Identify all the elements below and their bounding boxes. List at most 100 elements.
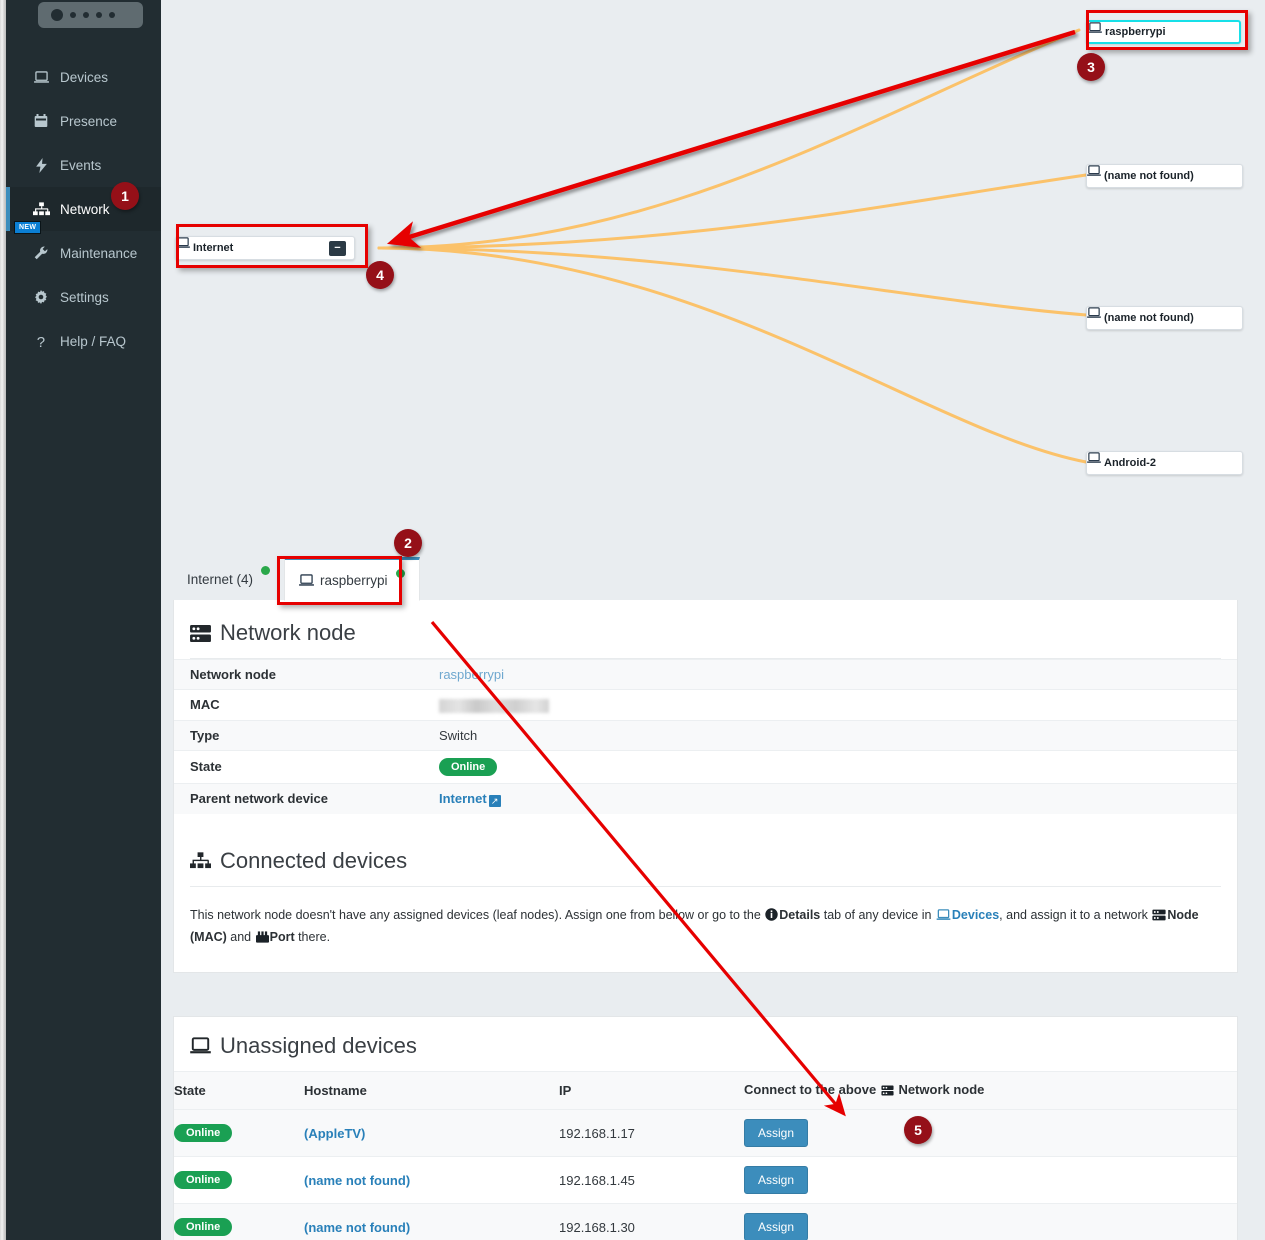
mac-redacted-value bbox=[439, 698, 549, 713]
sitemap-icon bbox=[190, 852, 211, 869]
cell-action: Assign bbox=[744, 1204, 1237, 1240]
row-key: Network node bbox=[190, 667, 276, 682]
cell-state: Online bbox=[174, 1157, 304, 1204]
sidebar-item-label: Network bbox=[60, 201, 110, 217]
row-value: Online bbox=[439, 750, 1237, 783]
main-content: Internet − raspberrypi (name not found) bbox=[161, 0, 1265, 1240]
sidebar-item-events[interactable]: Events bbox=[6, 143, 161, 187]
assign-button[interactable]: Assign bbox=[744, 1166, 809, 1194]
laptop-icon bbox=[936, 907, 951, 928]
hostname-link[interactable]: (AppleTV) bbox=[304, 1125, 366, 1141]
sitemap-icon bbox=[30, 202, 52, 216]
table-row: Online (name not found) 192.168.1.30 Ass… bbox=[174, 1203, 1237, 1240]
server-icon bbox=[190, 624, 211, 643]
cell-action: Assign bbox=[744, 1110, 1237, 1157]
server-icon bbox=[1152, 907, 1166, 928]
question-icon: ? bbox=[30, 334, 52, 349]
message-part: , and assign it to a network bbox=[999, 907, 1152, 922]
tab-internet[interactable]: Internet (4) bbox=[173, 557, 284, 601]
tab-raspberrypi[interactable]: raspberrypi bbox=[284, 557, 420, 601]
hostname-link[interactable]: (name not found) bbox=[304, 1219, 411, 1235]
cell-ip: 192.168.1.17 bbox=[559, 1125, 635, 1141]
cell-hostname: (name not found) bbox=[304, 1204, 559, 1240]
devices-link[interactable]: Devices bbox=[951, 907, 1000, 922]
status-badge: Online bbox=[439, 757, 498, 776]
status-badge: Online bbox=[174, 1218, 233, 1236]
table-row: Network node raspberrypi bbox=[174, 659, 1237, 690]
column-header-connect: Connect to the above Network node bbox=[744, 1071, 1237, 1110]
row-key: Type bbox=[190, 727, 220, 743]
sidebar-item-label: Maintenance bbox=[60, 245, 138, 261]
sidebar-nav: Devices Presence Events Network bbox=[6, 55, 161, 363]
message-part: tab of any device in bbox=[820, 907, 935, 922]
sidebar-item-settings[interactable]: Settings bbox=[6, 275, 161, 319]
graph-node-unnamed-1[interactable]: (name not found) bbox=[1086, 164, 1243, 188]
svg-text:?: ? bbox=[37, 334, 45, 349]
message-part: Node (MAC) bbox=[190, 907, 1199, 945]
status-dot-online bbox=[261, 566, 271, 575]
assign-button[interactable]: Assign bbox=[744, 1119, 809, 1147]
section-title-label: Network node bbox=[220, 620, 356, 645]
graph-node-android-2[interactable]: Android-2 bbox=[1086, 451, 1243, 475]
section-title-label: Connected devices bbox=[220, 847, 408, 873]
cell-hostname: (name not found) bbox=[304, 1157, 559, 1204]
graph-node-internet[interactable]: Internet − bbox=[175, 236, 355, 260]
calendar-icon bbox=[30, 114, 52, 128]
logo-dot bbox=[83, 12, 89, 18]
logo-dot bbox=[70, 12, 76, 18]
node-detail-panel: Network node Network node raspberrypi MA… bbox=[173, 600, 1238, 973]
status-badge: Online bbox=[174, 1171, 233, 1189]
sidebar-item-label: Settings bbox=[60, 289, 109, 305]
node-name-link[interactable]: raspberrypi bbox=[439, 667, 505, 682]
info-icon bbox=[765, 907, 778, 928]
unassigned-devices-heading: Unassigned devices bbox=[174, 1017, 1237, 1071]
new-badge: NEW bbox=[14, 221, 42, 234]
network-graph[interactable]: Internet − raspberrypi (name not found) bbox=[161, 0, 1248, 520]
cell-ip: 192.168.1.30 bbox=[559, 1219, 635, 1235]
tab-label: Internet (4) bbox=[187, 571, 254, 587]
row-key: State bbox=[190, 759, 222, 775]
table-body: Online (AppleTV) 192.168.1.17 Assign Onl… bbox=[174, 1109, 1237, 1240]
collapse-button[interactable]: − bbox=[329, 240, 346, 256]
table-row: State Online bbox=[174, 750, 1237, 783]
column-header-suffix: Network node bbox=[898, 1082, 985, 1097]
status-dot-online bbox=[395, 569, 405, 578]
column-header-state: State bbox=[174, 1071, 304, 1110]
row-value: Switch bbox=[439, 727, 478, 743]
logo-dot bbox=[51, 9, 63, 21]
graph-node-unnamed-2[interactable]: (name not found) bbox=[1086, 306, 1243, 330]
node-tabs: Internet (4) raspberrypi bbox=[173, 557, 1238, 601]
graph-edges bbox=[377, 28, 1088, 464]
table-row: Online (name not found) 192.168.1.45 Ass… bbox=[174, 1157, 1237, 1204]
sidebar-item-label: Devices bbox=[60, 69, 109, 85]
message-part: there. bbox=[294, 930, 331, 945]
sidebar-item-help-faq[interactable]: ? Help / FAQ bbox=[6, 319, 161, 363]
graph-node-raspberrypi[interactable]: raspberrypi bbox=[1086, 20, 1241, 44]
sidebar-item-maintenance[interactable]: NEW Maintenance bbox=[6, 221, 161, 275]
sidebar-item-devices[interactable]: Devices bbox=[6, 55, 161, 99]
row-value: Internet ↗ bbox=[439, 783, 1237, 814]
hostname-link[interactable]: (name not found) bbox=[304, 1172, 411, 1188]
table-row: Parent network device Internet ↗ bbox=[174, 783, 1237, 814]
cell-hostname: (AppleTV) bbox=[304, 1110, 559, 1157]
laptop-icon bbox=[190, 1037, 211, 1055]
row-value: raspberrypi bbox=[439, 660, 1237, 690]
cell-state: Online bbox=[174, 1110, 304, 1157]
server-icon bbox=[881, 1084, 894, 1099]
assign-button[interactable]: Assign bbox=[744, 1213, 809, 1240]
connected-devices-message: This network node doesn't have any assig… bbox=[174, 887, 1237, 972]
sidebar-item-label: Help / FAQ bbox=[60, 333, 127, 349]
graph-node-label: (name not found) bbox=[1104, 170, 1194, 182]
row-key: Parent network device bbox=[190, 791, 328, 807]
network-node-heading: Network node bbox=[174, 600, 1237, 658]
sidebar: Devices Presence Events Network bbox=[6, 0, 161, 1240]
sidebar-item-presence[interactable]: Presence bbox=[6, 99, 161, 143]
column-header-hostname: Hostname bbox=[304, 1071, 559, 1110]
wrench-icon bbox=[30, 246, 52, 260]
graph-node-label: raspberrypi bbox=[1105, 26, 1166, 38]
laptop-icon bbox=[30, 70, 52, 84]
table-row: Type Switch bbox=[174, 720, 1237, 751]
bolt-icon bbox=[30, 157, 52, 173]
parent-node-link[interactable]: Internet bbox=[439, 790, 487, 806]
